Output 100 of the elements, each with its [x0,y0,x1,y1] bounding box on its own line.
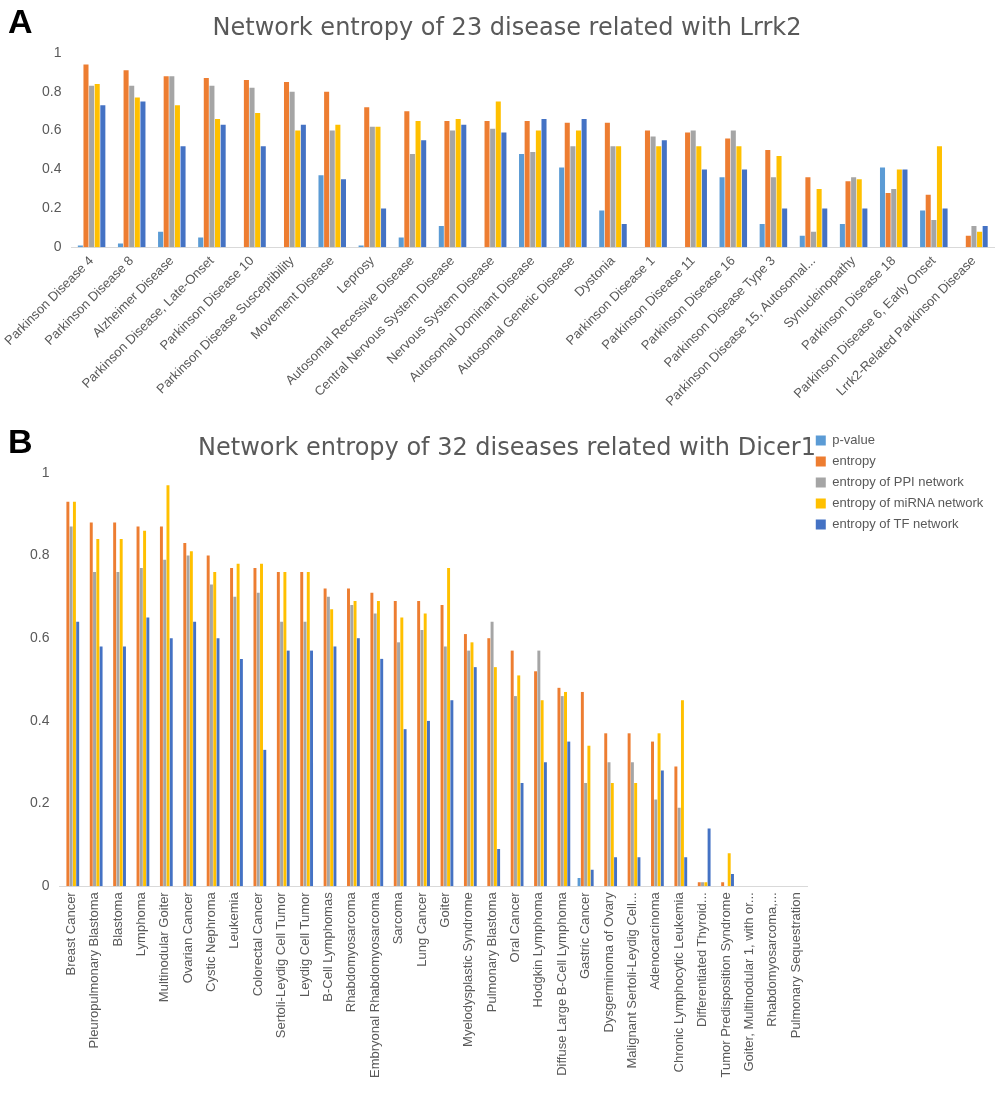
x-tick-label: Tumor Predisposition Syndrome [717,892,733,1078]
bar [169,76,175,248]
bar [621,224,627,248]
bar [490,128,496,248]
bar [742,169,748,248]
x-tick-label: Hodgkin Lymphoma [530,891,546,1008]
bar [169,638,173,887]
x-tick-label: Goiter, Multinodular 1, with or... [740,892,756,1072]
bar [163,559,167,887]
bar [335,124,341,248]
bar [530,152,536,248]
bar [289,91,295,248]
y-tick-label: 0.8 [29,546,50,563]
bar [845,181,851,248]
bar [610,782,614,887]
bar [584,782,588,887]
bar [839,224,845,248]
bar [782,208,788,248]
bar [537,650,541,887]
x-tick-label: Goiter [436,891,452,928]
x-tick-label: Sertoli-Leydig Cell Tumor [273,891,289,1039]
bar [684,857,688,887]
bar [727,853,731,887]
x-tick-label: Lung Cancer [413,891,429,967]
bar [541,118,547,248]
bar [83,64,89,248]
bar [356,638,360,887]
bar [644,130,651,248]
bar [856,179,862,248]
x-tick-label: Myelodysplastic Syndrome [460,892,476,1047]
bar [380,658,384,887]
bar [174,105,180,248]
bar [300,124,306,248]
bar [885,192,891,248]
bar [697,882,701,887]
text: B [8,422,33,461]
legend-label: entropy of TF network [832,516,959,532]
bar [72,501,76,887]
bar [113,522,117,887]
bar [280,621,284,887]
bar [286,650,290,887]
bar [719,177,725,248]
bar [420,629,424,887]
bar [318,175,324,248]
bar [630,762,634,887]
bar [614,857,618,887]
bar [159,526,163,887]
bar [353,600,357,887]
x-tick-label: Embryonal Rhabdomyosarcoma [366,891,382,1079]
bar [443,646,447,887]
legend-label: entropy [832,453,877,469]
bar [116,572,120,887]
x-tick-label: Pulmonary Sequestration [787,892,803,1039]
bar [193,621,197,887]
bar [604,122,610,248]
bar [447,567,451,887]
bar [685,132,691,248]
bar [450,700,454,887]
bar [776,155,782,248]
bar [186,555,190,887]
bar [93,572,97,887]
bar [375,126,381,248]
bar [370,592,374,887]
bar [123,646,126,887]
bar [862,208,868,248]
x-tick-label: Pulmonary Blastoma [483,891,499,1013]
bar [765,150,771,248]
bar [123,70,129,248]
bar [94,83,100,248]
bar [650,136,656,248]
bar [497,849,501,887]
bar [400,617,404,887]
bar [725,138,731,248]
bar [381,208,387,248]
bar [330,609,334,887]
bar [891,188,897,248]
bar [139,567,143,887]
y-tick-label: 0.4 [42,160,62,177]
bar [656,146,662,248]
bar [206,555,210,887]
bar [661,140,667,248]
bar [455,118,461,248]
bar [816,188,822,248]
bar [704,882,708,887]
bar [440,605,444,887]
x-tick-label: Chronic Lymphocytic Leukemia [670,891,686,1073]
bar [570,146,576,248]
x-tick-label: Leukemia [226,891,242,949]
bar [213,572,217,887]
bar [76,621,80,887]
bar [198,237,204,248]
x-tick-label: Adenocarcinoma [647,891,663,990]
bar [364,107,370,248]
y-tick-label: 0.2 [29,794,50,811]
bar [209,85,215,248]
bar [236,563,240,887]
bar [146,617,150,887]
y-tick-label: 0.8 [42,82,62,99]
bar [510,650,514,887]
bar [599,210,605,248]
